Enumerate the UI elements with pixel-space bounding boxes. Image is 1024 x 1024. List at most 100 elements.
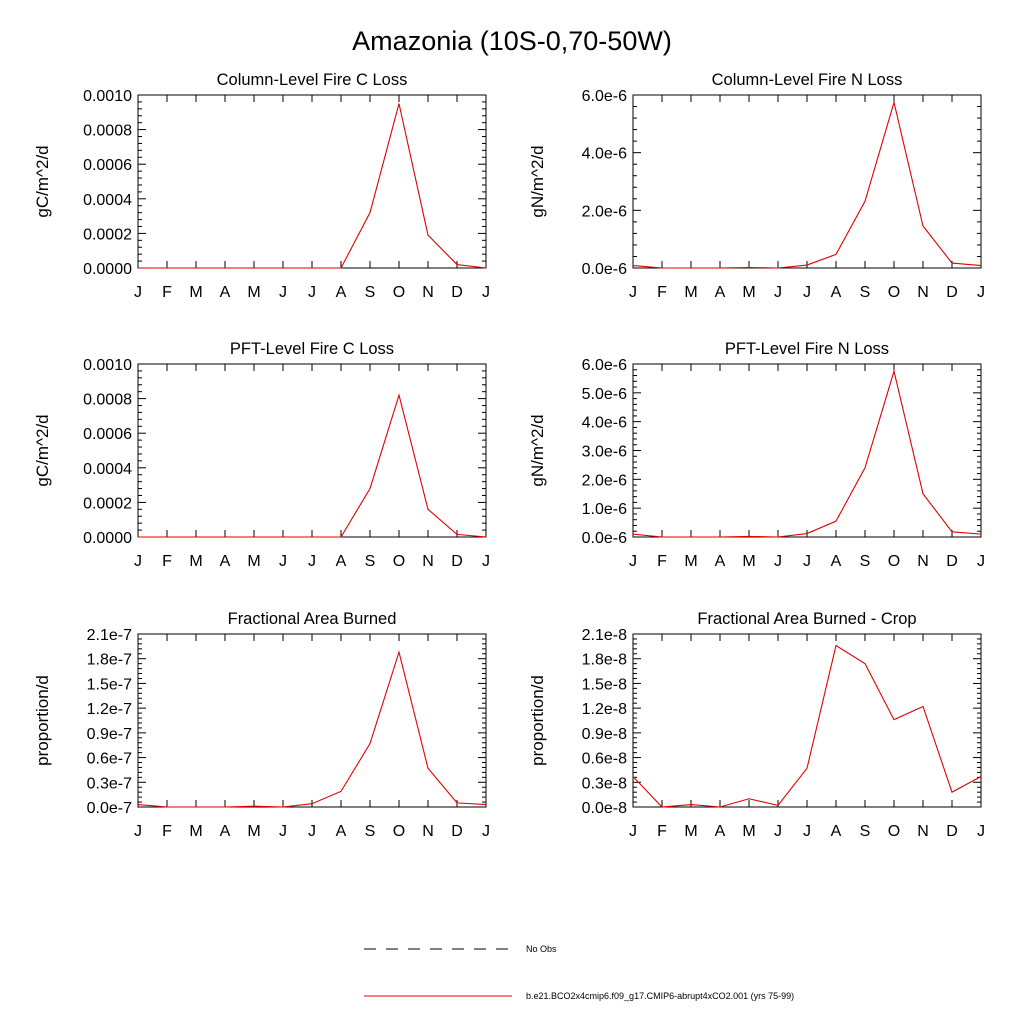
y-tick-label: 1.2e-7 [87,701,132,718]
x-tick-label: J [279,823,287,840]
x-tick-label: A [715,284,726,301]
x-tick-label: F [657,553,667,570]
x-tick-label: D [946,284,958,301]
panel-title: PFT-Level Fire N Loss [725,340,889,358]
x-tick-label: N [422,823,434,840]
x-tick-label: A [715,823,726,840]
panel-title: Column-Level Fire N Loss [712,71,903,89]
y-tick-label: 0.3e-7 [87,775,132,792]
series-line [632,644,982,808]
legend-label-model: b.e21.BCO2x4cmip6.f09_g17.CMIP6-abrupt4x… [526,991,794,1001]
y-tick-label: 0.0008 [83,392,132,409]
y-tick-label: 0.0006 [83,157,132,174]
y-axis-label: gC/m^2/d [33,145,52,217]
x-tick-label: J [482,284,490,301]
series-line [632,100,982,269]
x-tick-label: J [629,553,637,570]
plot-frame [137,633,487,808]
x-tick-label: M [742,284,755,301]
x-tick-label: O [393,553,405,570]
y-tick-label: 0.0e-6 [582,261,627,278]
x-tick-label: J [629,284,637,301]
x-tick-label: O [393,284,405,301]
y-tick-label: 0.0010 [83,88,132,105]
y-tick-label: 0.0006 [83,426,132,443]
x-tick-label: N [917,553,929,570]
y-tick-label: 0.0000 [83,530,132,547]
x-tick-label: J [629,823,637,840]
x-tick-label: J [803,284,811,301]
x-tick-label: A [831,823,842,840]
y-tick-label: 0.9e-7 [87,726,132,743]
series-line [632,369,982,538]
x-tick-label: J [308,823,316,840]
x-tick-label: J [803,553,811,570]
x-tick-label: F [657,284,667,301]
y-tick-label: 1.5e-8 [582,676,627,693]
y-tick-label: 0.0004 [83,192,132,209]
x-tick-label: J [134,553,142,570]
x-tick-label: J [803,823,811,840]
y-axis-label: gN/m^2/d [528,414,547,486]
y-tick-label: 0.9e-8 [582,726,627,743]
x-tick-label: J [279,553,287,570]
x-tick-label: A [220,823,231,840]
x-tick-label: J [774,553,782,570]
y-tick-label: 3.0e-6 [582,444,627,461]
x-tick-label: A [336,823,347,840]
x-tick-label: M [742,823,755,840]
x-tick-label: J [774,284,782,301]
x-tick-label: J [977,823,985,840]
x-tick-label: F [162,553,172,570]
y-tick-label: 6.0e-6 [582,88,627,105]
x-tick-label: A [715,553,726,570]
x-tick-label: M [247,553,260,570]
y-axis-label: proportion/d [33,675,52,766]
x-tick-label: N [422,284,434,301]
y-tick-label: 5.0e-6 [582,386,627,403]
x-tick-label: J [774,823,782,840]
y-tick-label: 0.0002 [83,226,132,243]
x-tick-label: A [336,284,347,301]
plot-frame [632,633,982,808]
x-tick-label: D [451,823,463,840]
y-tick-label: 1.2e-8 [582,701,627,718]
x-tick-label: O [888,553,900,570]
series-line [138,103,487,269]
x-tick-label: M [742,553,755,570]
y-tick-label: 6.0e-6 [582,357,627,374]
y-tick-label: 0.6e-7 [87,751,132,768]
x-tick-label: S [860,823,871,840]
x-tick-label: A [220,284,231,301]
legend-label-no-obs: No Obs [526,944,557,954]
series-line [137,650,487,808]
x-tick-label: S [365,553,376,570]
x-tick-label: M [189,553,202,570]
x-tick-label: O [888,284,900,301]
x-tick-label: D [451,284,463,301]
x-tick-label: M [684,823,697,840]
y-tick-label: 0.0004 [83,461,132,478]
y-tick-label: 0.0008 [83,123,132,140]
y-tick-label: 1.5e-7 [87,676,132,693]
x-tick-label: N [917,284,929,301]
y-tick-label: 0.0e-7 [87,800,132,817]
x-tick-label: J [482,553,490,570]
x-tick-label: S [860,553,871,570]
y-tick-label: 2.0e-6 [582,203,627,220]
x-tick-label: A [831,284,842,301]
x-tick-label: J [308,284,316,301]
x-tick-label: M [189,823,202,840]
series-line [138,393,487,538]
x-tick-label: J [977,553,985,570]
y-axis-label: proportion/d [528,675,547,766]
x-tick-label: D [946,823,958,840]
x-tick-label: M [247,823,260,840]
x-tick-label: M [189,284,202,301]
y-tick-label: 1.0e-6 [582,501,627,518]
